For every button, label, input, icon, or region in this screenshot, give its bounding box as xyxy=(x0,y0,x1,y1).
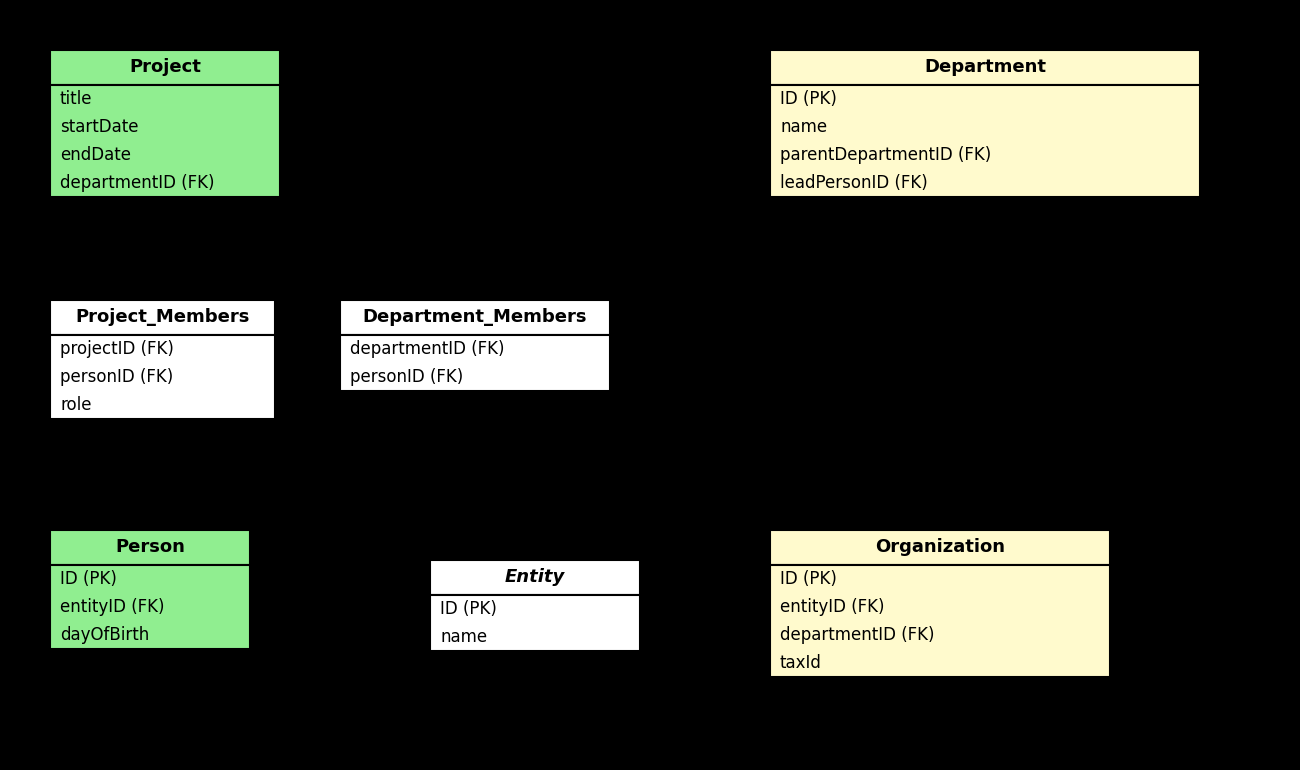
Text: entityID (FK): entityID (FK) xyxy=(60,598,165,616)
Text: taxId: taxId xyxy=(780,654,822,672)
FancyBboxPatch shape xyxy=(49,50,280,85)
Text: Project_Members: Project_Members xyxy=(75,309,250,326)
Text: Department: Department xyxy=(924,59,1046,76)
Text: Organization: Organization xyxy=(875,538,1005,557)
FancyBboxPatch shape xyxy=(770,565,1110,677)
Text: leadPersonID (FK): leadPersonID (FK) xyxy=(780,174,928,192)
FancyBboxPatch shape xyxy=(341,335,610,391)
Text: Entity: Entity xyxy=(504,568,566,587)
FancyBboxPatch shape xyxy=(49,565,250,649)
Text: name: name xyxy=(439,628,488,646)
Text: departmentID (FK): departmentID (FK) xyxy=(60,174,214,192)
Text: ID (PK): ID (PK) xyxy=(60,570,117,588)
FancyBboxPatch shape xyxy=(430,595,640,651)
FancyBboxPatch shape xyxy=(49,300,276,335)
Text: dayOfBirth: dayOfBirth xyxy=(60,626,150,644)
Text: startDate: startDate xyxy=(60,118,139,136)
FancyBboxPatch shape xyxy=(430,560,640,595)
Text: entityID (FK): entityID (FK) xyxy=(780,598,884,616)
Text: Person: Person xyxy=(116,538,185,557)
FancyBboxPatch shape xyxy=(49,335,276,419)
FancyBboxPatch shape xyxy=(770,85,1200,197)
Text: endDate: endDate xyxy=(60,146,131,164)
Text: role: role xyxy=(60,396,91,414)
FancyBboxPatch shape xyxy=(49,530,250,565)
Text: personID (FK): personID (FK) xyxy=(60,368,173,386)
Text: ID (PK): ID (PK) xyxy=(439,600,497,618)
Text: Department_Members: Department_Members xyxy=(363,309,588,326)
Text: parentDepartmentID (FK): parentDepartmentID (FK) xyxy=(780,146,991,164)
Text: departmentID (FK): departmentID (FK) xyxy=(780,626,935,644)
Text: personID (FK): personID (FK) xyxy=(350,368,463,386)
Text: ID (PK): ID (PK) xyxy=(780,90,837,108)
FancyBboxPatch shape xyxy=(770,50,1200,85)
Text: title: title xyxy=(60,90,92,108)
Text: name: name xyxy=(780,118,827,136)
Text: Project: Project xyxy=(129,59,202,76)
FancyBboxPatch shape xyxy=(49,85,280,197)
Text: departmentID (FK): departmentID (FK) xyxy=(350,340,504,358)
Text: ID (PK): ID (PK) xyxy=(780,570,837,588)
FancyBboxPatch shape xyxy=(341,300,610,335)
Text: projectID (FK): projectID (FK) xyxy=(60,340,174,358)
FancyBboxPatch shape xyxy=(770,530,1110,565)
